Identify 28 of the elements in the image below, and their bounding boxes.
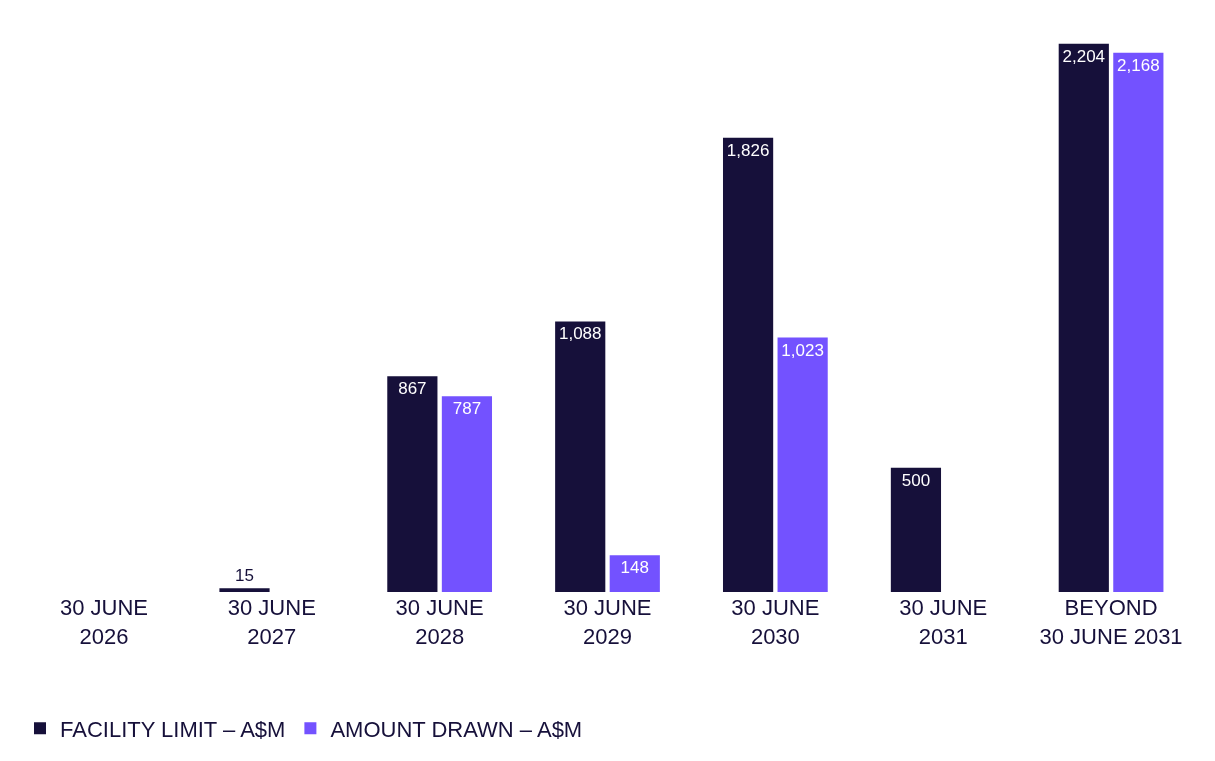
data-label: 148 [620, 558, 649, 578]
data-label: 787 [452, 399, 482, 419]
x-tick-label: 30 JUNE 2028 [395, 595, 484, 649]
bar [387, 376, 438, 592]
bar [555, 321, 606, 592]
bar [722, 137, 774, 592]
data-label: 1,088 [558, 324, 602, 344]
data-label: 2,168 [1117, 55, 1160, 75]
data-label: 15 [235, 566, 254, 586]
x-tick-label: 30 JUNE 2030 [731, 595, 820, 649]
bar [1058, 43, 1109, 592]
x-tick-label: 30 JUNE 2029 [563, 595, 652, 649]
bar [1113, 52, 1164, 592]
data-label: 1,023 [781, 340, 824, 360]
legend-label: FACILITY LIMIT – A$M [60, 716, 286, 742]
data-label: 500 [901, 470, 931, 490]
x-tick-label: 30 JUNE 2026 [59, 595, 148, 649]
data-label: 1,826 [726, 140, 770, 160]
data-label: 867 [398, 379, 427, 399]
bar [219, 588, 270, 592]
bar [777, 337, 828, 592]
bar [890, 467, 942, 592]
x-tick-label: 30 JUNE 2027 [227, 595, 316, 649]
x-tick-label: BEYOND 30 JUNE 2031 [1039, 595, 1183, 649]
x-tick-label: 30 JUNE 2031 [899, 595, 988, 649]
bar [441, 396, 493, 592]
legend-label: AMOUNT DRAWN – A$M [330, 716, 583, 742]
data-label: 2,204 [1062, 46, 1106, 66]
